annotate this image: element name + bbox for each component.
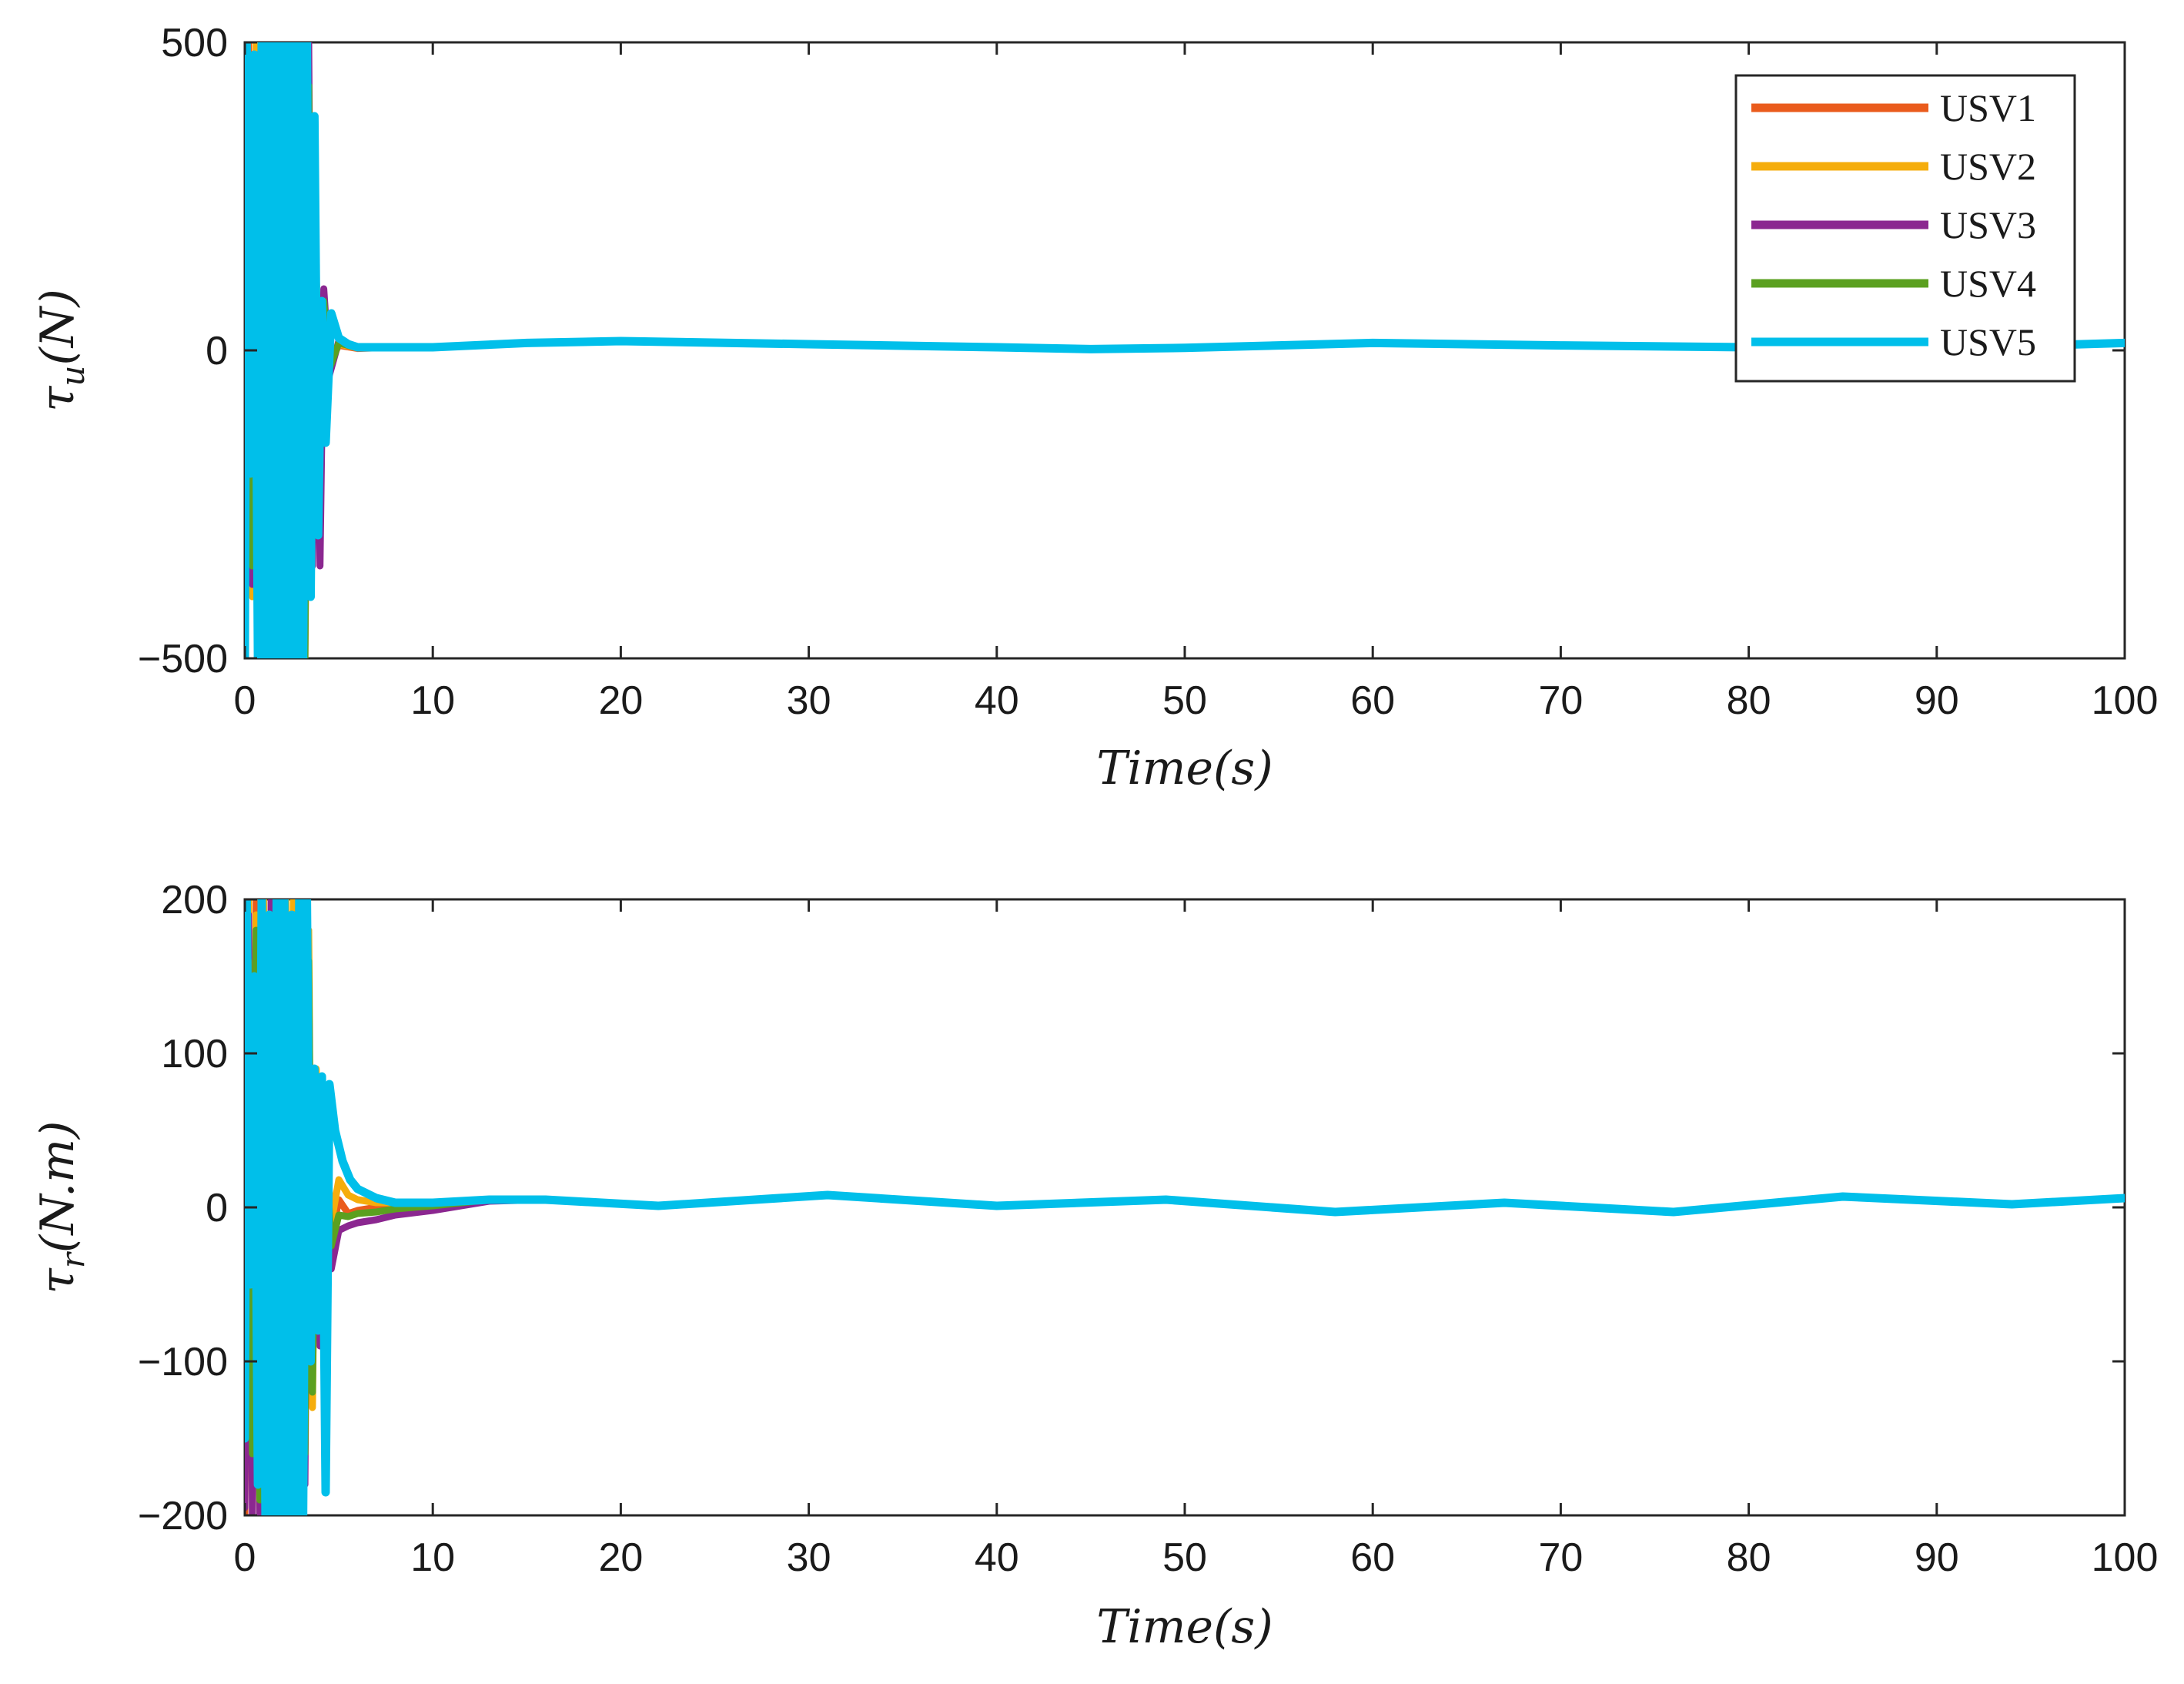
x-tick-label: 70 — [1538, 678, 1583, 723]
legend-label-usv1: USV1 — [1940, 86, 2036, 129]
y-tick-label: −200 — [138, 1494, 228, 1538]
x-tick-label: 60 — [1350, 678, 1395, 723]
y-tick-label: 0 — [206, 329, 228, 373]
y-axis-label: τr(N.m) — [31, 1121, 92, 1294]
subplot-tau-r: 0 10 20 30 40 50 60 70 80 90 100 −200 −100 0 100 200 Ti… — [31, 878, 2158, 1654]
y-tick-label: −100 — [138, 1340, 228, 1384]
legend: USV1 USV2 USV3 USV4 USV5 — [1734, 74, 2076, 383]
x-tick-label: 30 — [787, 678, 831, 723]
x-tick-label: 0 — [234, 678, 256, 723]
x-axis-label: Time(s) — [1096, 742, 1273, 795]
y-tick-label: 100 — [161, 1032, 228, 1076]
x-tick-label: 60 — [1350, 1535, 1395, 1580]
legend-label-usv5: USV5 — [1940, 320, 2036, 363]
tick-layer: 0 10 20 30 40 50 60 70 80 90 100 −200 −100 0 100 200 — [138, 878, 2159, 1580]
series-line-usv5 — [245, 899, 2125, 1515]
y-axis-unit: (N) — [31, 289, 85, 365]
x-tick-label: 10 — [410, 1535, 455, 1580]
x-tick-label: 100 — [2092, 1535, 2159, 1580]
y-axis-symbol: τ — [31, 386, 85, 412]
legend-label-usv3: USV3 — [1940, 203, 2036, 246]
y-tick-label: 200 — [161, 878, 228, 922]
x-tick-label: 90 — [1915, 678, 1959, 723]
y-axis-label: τu(N) — [31, 289, 92, 412]
y-tick-label: −500 — [138, 637, 228, 681]
legend-label-usv4: USV4 — [1940, 262, 2036, 305]
x-tick-label: 40 — [975, 1535, 1019, 1580]
y-tick-label: 0 — [206, 1186, 228, 1230]
x-tick-label: 100 — [2092, 678, 2159, 723]
x-tick-label: 80 — [1727, 678, 1771, 723]
x-tick-label: 50 — [1162, 1535, 1207, 1580]
legend-entries: USV1 USV2 USV3 USV4 USV5 — [1751, 86, 2036, 363]
series-layer — [245, 899, 2125, 1515]
x-tick-label: 70 — [1538, 1535, 1583, 1580]
x-axis-label: Time(s) — [1096, 1600, 1273, 1654]
x-tick-label: 30 — [787, 1535, 831, 1580]
y-axis-subscript: u — [54, 366, 92, 387]
y-tick-label: 500 — [161, 21, 228, 65]
series-layer — [245, 42, 2125, 658]
y-axis-subscript: r — [54, 1250, 92, 1268]
x-tick-label: 0 — [234, 1535, 256, 1580]
legend-label-usv2: USV2 — [1940, 145, 2036, 188]
x-tick-label: 20 — [598, 1535, 643, 1580]
x-tick-label: 90 — [1915, 1535, 1959, 1580]
svg-text:τu(N): τu(N) — [31, 289, 92, 412]
y-axis-symbol: τ — [31, 1267, 85, 1294]
series-line-usv5 — [245, 42, 2125, 658]
x-tick-label: 50 — [1162, 678, 1207, 723]
plot-area — [243, 898, 2126, 1517]
x-tick-label: 20 — [598, 678, 643, 723]
x-tick-label: 10 — [410, 678, 455, 723]
svg-text:τr(N.m): τr(N.m) — [31, 1121, 92, 1294]
x-tick-label: 40 — [975, 678, 1019, 723]
x-tick-label: 80 — [1727, 1535, 1771, 1580]
y-axis-unit: (N.m) — [31, 1121, 85, 1253]
